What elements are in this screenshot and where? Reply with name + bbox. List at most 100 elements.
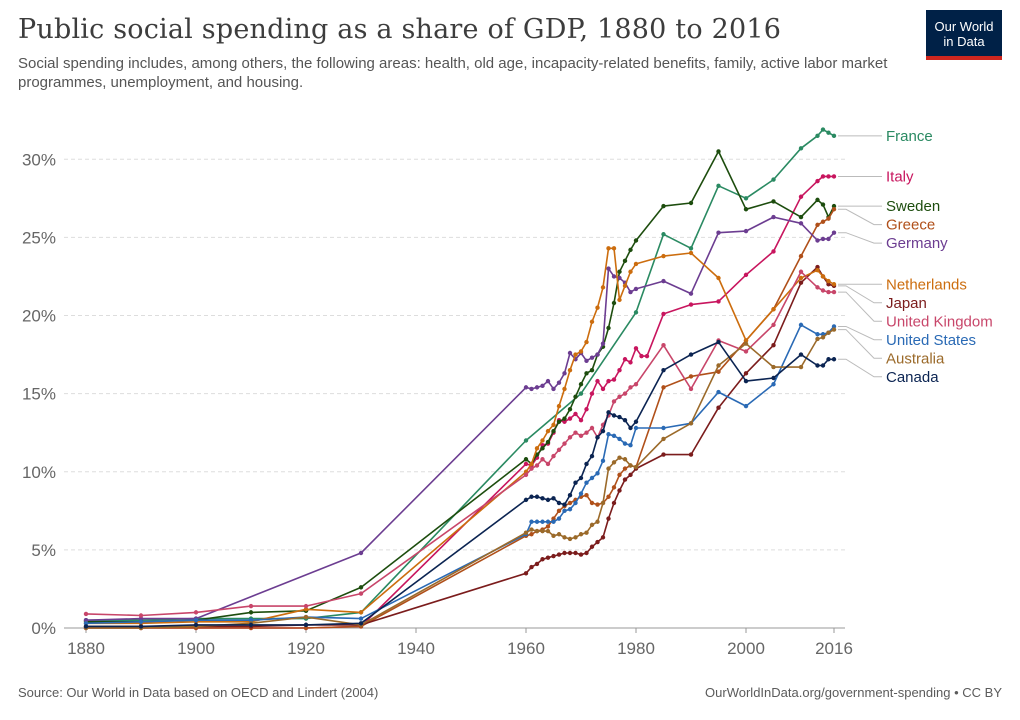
data-point[interactable] xyxy=(771,375,776,381)
data-point[interactable] xyxy=(622,441,628,446)
data-point[interactable] xyxy=(562,419,567,424)
data-point[interactable] xyxy=(815,363,820,368)
data-point[interactable] xyxy=(661,452,666,457)
data-point[interactable] xyxy=(573,480,578,485)
credit-link[interactable]: OurWorldInData.org/government-spending •… xyxy=(705,685,1002,700)
data-point[interactable] xyxy=(622,457,628,462)
data-point[interactable] xyxy=(826,174,831,179)
data-point[interactable] xyxy=(820,274,826,279)
data-point[interactable] xyxy=(633,238,639,243)
data-point[interactable] xyxy=(628,472,633,478)
data-point[interactable] xyxy=(529,519,534,524)
data-point[interactable] xyxy=(567,500,573,506)
data-point[interactable] xyxy=(815,133,820,139)
series-japan[interactable] xyxy=(83,264,837,629)
data-point[interactable] xyxy=(716,149,721,154)
data-point[interactable] xyxy=(716,230,721,235)
data-point[interactable] xyxy=(545,461,551,467)
data-point[interactable] xyxy=(540,438,545,443)
data-point[interactable] xyxy=(633,261,639,267)
data-point[interactable] xyxy=(600,458,606,464)
data-point[interactable] xyxy=(639,353,644,359)
end-label-united-kingdom[interactable]: United Kingdom xyxy=(886,313,993,330)
data-point[interactable] xyxy=(578,391,584,396)
data-point[interactable] xyxy=(573,394,578,399)
source-note[interactable]: Source: Our World in Data based on OECD … xyxy=(18,685,379,700)
data-point[interactable] xyxy=(606,516,611,521)
data-point[interactable] xyxy=(193,617,199,623)
data-point[interactable] xyxy=(595,539,600,545)
data-point[interactable] xyxy=(529,466,534,471)
series-line-italy[interactable] xyxy=(86,175,834,629)
series-line-germany[interactable] xyxy=(85,216,835,621)
data-point[interactable] xyxy=(743,196,749,201)
data-point[interactable] xyxy=(831,324,837,329)
owid-logo[interactable]: Our World in Data xyxy=(926,10,1002,60)
data-point[interactable] xyxy=(573,411,578,417)
data-point[interactable] xyxy=(578,491,584,496)
data-point[interactable] xyxy=(798,322,804,328)
data-point[interactable] xyxy=(551,496,556,501)
data-point[interactable] xyxy=(584,371,589,376)
data-point[interactable] xyxy=(820,127,826,132)
data-point[interactable] xyxy=(556,403,562,409)
data-point[interactable] xyxy=(611,399,617,404)
data-point[interactable] xyxy=(628,442,633,448)
data-point[interactable] xyxy=(545,497,551,503)
data-point[interactable] xyxy=(303,622,309,628)
data-point[interactable] xyxy=(584,358,589,364)
series-netherlands[interactable] xyxy=(83,246,837,626)
data-point[interactable] xyxy=(551,386,556,392)
series-line-canada[interactable] xyxy=(86,341,834,628)
data-point[interactable] xyxy=(578,417,584,423)
data-point[interactable] xyxy=(661,425,666,431)
data-point[interactable] xyxy=(831,203,837,209)
data-point[interactable] xyxy=(595,378,600,384)
data-point[interactable] xyxy=(138,616,144,621)
data-point[interactable] xyxy=(661,232,666,237)
data-point[interactable] xyxy=(831,357,837,362)
data-point[interactable] xyxy=(138,619,144,624)
data-point[interactable] xyxy=(534,561,540,567)
data-point[interactable] xyxy=(567,507,573,512)
data-point[interactable] xyxy=(523,472,529,478)
data-point[interactable] xyxy=(303,614,309,620)
data-point[interactable] xyxy=(820,236,826,242)
data-point[interactable] xyxy=(529,494,534,499)
series-france[interactable] xyxy=(83,127,837,623)
data-point[interactable] xyxy=(529,532,534,537)
end-label-italy[interactable]: Italy xyxy=(886,168,914,185)
data-point[interactable] xyxy=(589,319,595,324)
data-point[interactable] xyxy=(573,352,578,357)
data-point[interactable] xyxy=(600,285,606,290)
data-point[interactable] xyxy=(622,283,628,289)
data-point[interactable] xyxy=(523,438,529,443)
data-point[interactable] xyxy=(815,222,820,228)
data-point[interactable] xyxy=(617,269,622,274)
data-point[interactable] xyxy=(716,389,721,395)
data-point[interactable] xyxy=(573,500,578,506)
data-point[interactable] xyxy=(578,552,584,557)
data-point[interactable] xyxy=(628,269,633,274)
data-point[interactable] xyxy=(628,360,633,365)
data-point[interactable] xyxy=(567,367,573,373)
data-point[interactable] xyxy=(826,278,831,284)
data-point[interactable] xyxy=(545,428,551,434)
data-point[interactable] xyxy=(633,464,639,470)
data-point[interactable] xyxy=(820,288,826,293)
series-united-kingdom[interactable] xyxy=(83,269,837,618)
data-point[interactable] xyxy=(589,500,595,506)
data-point[interactable] xyxy=(688,352,694,357)
data-point[interactable] xyxy=(633,310,639,315)
data-point[interactable] xyxy=(831,133,837,139)
data-point[interactable] xyxy=(688,374,694,379)
data-point[interactable] xyxy=(617,414,622,420)
series-line-netherlands[interactable] xyxy=(86,247,835,625)
data-point[interactable] xyxy=(578,382,584,387)
data-point[interactable] xyxy=(688,200,694,206)
data-point[interactable] xyxy=(611,413,617,418)
data-point[interactable] xyxy=(529,461,534,467)
data-point[interactable] xyxy=(567,350,573,356)
data-point[interactable] xyxy=(534,494,540,499)
data-point[interactable] xyxy=(248,622,254,628)
